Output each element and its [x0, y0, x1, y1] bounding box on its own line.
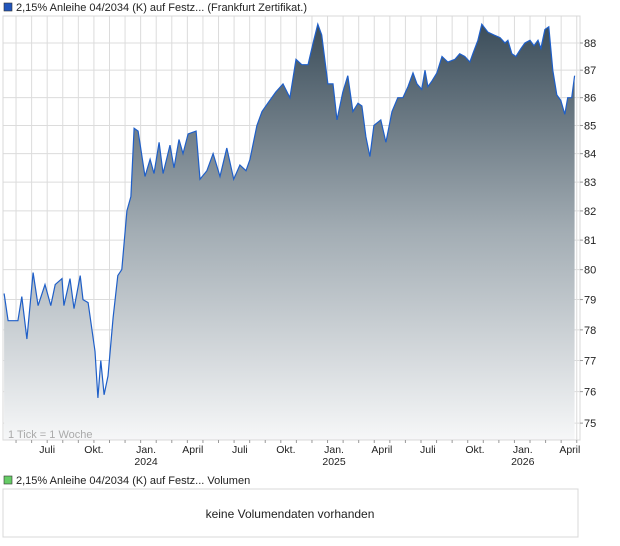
y-tick-label: 78 — [584, 325, 596, 337]
x-tick-label: Jan. — [324, 444, 344, 456]
tick-annotation: 1 Tick = 1 Woche — [8, 429, 92, 441]
volume-legend: 2,15% Anleihe 04/2034 (K) auf Festz... V… — [16, 475, 250, 487]
y-tick-label: 77 — [584, 356, 596, 368]
volume-legend-swatch — [3, 475, 13, 485]
y-tick-label: 84 — [584, 149, 596, 161]
x-tick-label: Juli — [420, 444, 436, 456]
x-tick-label: Juli — [232, 444, 248, 456]
volume-panel — [2, 488, 579, 538]
chart-title: 2,15% Anleihe 04/2034 (K) auf Festz... (… — [16, 2, 307, 14]
x-tick-label: Jan. — [136, 444, 156, 456]
price-area — [4, 24, 575, 440]
y-tick-label: 88 — [584, 38, 596, 50]
x-tick-label: Okt. — [465, 444, 484, 456]
x-tick-label: Jan. — [513, 444, 533, 456]
y-tick-label: 85 — [584, 120, 596, 132]
x-tick-label: Juli — [39, 444, 55, 456]
volume-empty-message: keine Volumendaten vorhanden — [206, 507, 375, 521]
y-tick-label: 80 — [584, 265, 596, 277]
y-tick-label: 86 — [584, 93, 596, 105]
y-tick-label: 81 — [584, 235, 596, 247]
x-year-label: 2025 — [322, 456, 346, 468]
x-tick-label: April — [371, 444, 392, 456]
x-tick-label: April — [559, 444, 580, 456]
y-tick-label: 87 — [584, 65, 596, 77]
y-tick-label: 76 — [584, 387, 596, 399]
x-tick-label: Okt. — [84, 444, 103, 456]
plot-border — [2, 15, 581, 441]
x-year-label: 2024 — [134, 456, 158, 468]
y-tick-label: 82 — [584, 206, 596, 218]
x-tick-label: April — [182, 444, 203, 456]
price-line — [3, 22, 576, 398]
y-tick-label: 79 — [584, 295, 596, 307]
x-tick-label: Okt. — [276, 444, 295, 456]
y-tick-label: 75 — [584, 418, 596, 430]
x-year-label: 2026 — [511, 456, 535, 468]
y-tick-label: 83 — [584, 177, 596, 189]
price-legend-swatch — [3, 2, 13, 12]
